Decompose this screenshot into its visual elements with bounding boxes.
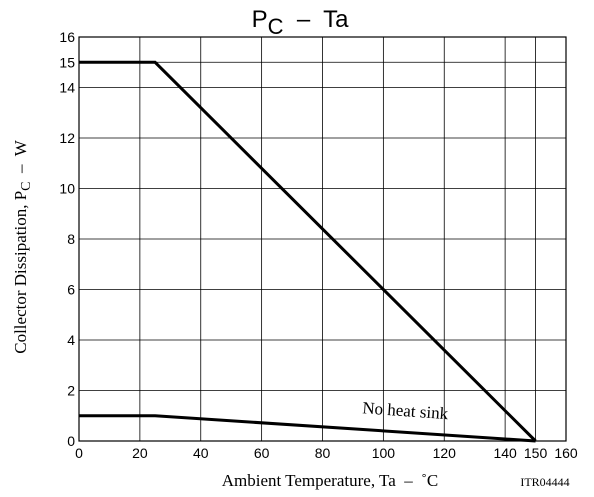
y-tick-label: 16 [59, 29, 75, 45]
x-tick-label: 160 [554, 445, 578, 461]
x-tick-label: 100 [372, 445, 396, 461]
y-tick-label: 8 [67, 231, 75, 247]
x-tick-label: 0 [75, 445, 83, 461]
y-tick-label: 0 [67, 433, 75, 449]
x-tick-label: 120 [433, 445, 457, 461]
y-tick-label: 14 [59, 80, 75, 96]
x-tick-label: 150 [524, 445, 548, 461]
y-tick-label: 12 [59, 130, 75, 146]
x-tick-label: 140 [493, 445, 517, 461]
y-tick-label: 6 [67, 282, 75, 298]
y-axis-label: Collector Dissipation, PC – W [11, 139, 34, 353]
series-lines [79, 60, 537, 443]
y-tick-labels: 0 2 4 6 8 10 12 14 15 16 [59, 29, 75, 449]
x-tick-label: 80 [315, 445, 331, 461]
series-line-2 [79, 414, 536, 443]
x-tick-label: 60 [254, 445, 270, 461]
x-tick-label: 20 [132, 445, 148, 461]
x-tick-labels: 0 20 40 60 80 100 120 140 150 160 [75, 445, 578, 461]
grid [78, 36, 567, 442]
y-tick-label: 15 [59, 54, 75, 70]
chart-title: PC – Ta [252, 6, 349, 39]
series-line-1 [79, 60, 537, 443]
x-tick-label: 40 [193, 445, 209, 461]
x-axis-label: Ambient Temperature, Ta – ˚C [222, 471, 439, 490]
no-heat-sink-annotation: No heat sink [362, 398, 450, 423]
y-tick-label: 4 [67, 332, 75, 348]
plot-frame [78, 36, 567, 442]
y-tick-label: 10 [59, 181, 75, 197]
figure-code: ITR04444 [520, 475, 569, 489]
y-tick-label: 2 [67, 383, 75, 399]
